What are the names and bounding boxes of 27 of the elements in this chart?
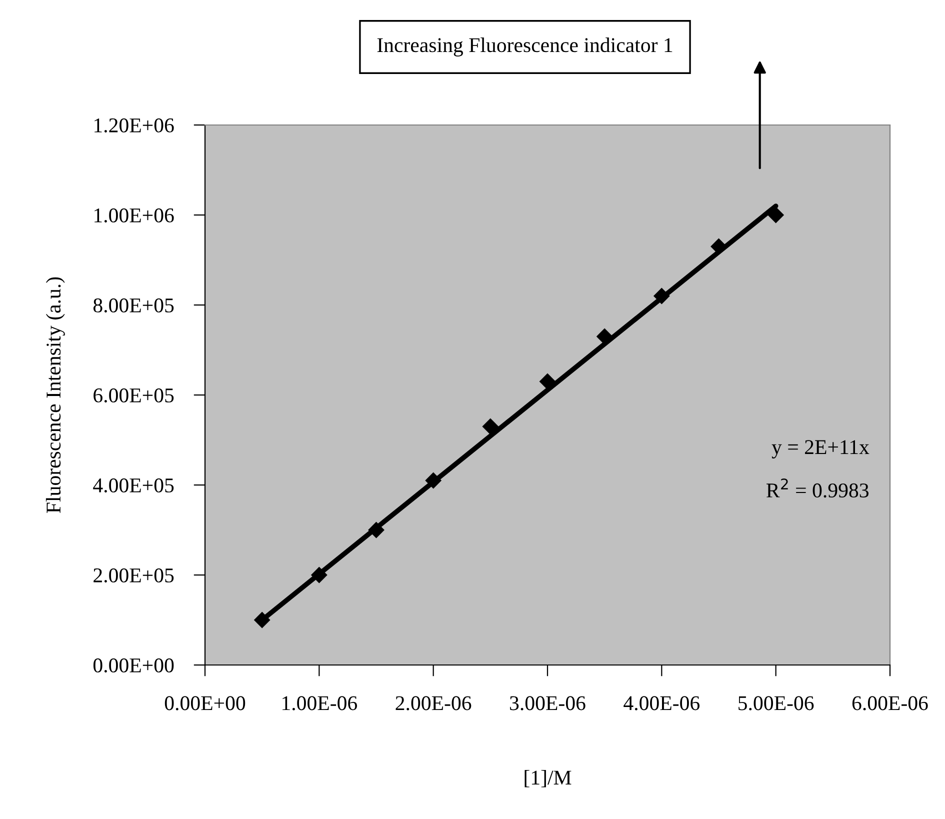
y-tick-label: 6.00E+05 (94, 388, 174, 403)
x-axis-title: [1]/M (524, 770, 572, 788)
x-tick-label: 4.00E-06 (624, 696, 700, 710)
point (254, 612, 270, 628)
x-tick-label: 5.00E-06 (738, 696, 814, 710)
x-tick-label: 3.00E-06 (510, 696, 586, 710)
text: Increasing Fluorescence indicator 1 (377, 38, 672, 56)
point (368, 522, 384, 538)
annotation: y = 2E+11x (772, 440, 870, 458)
y-tick-label: 4.00E+05 (93, 478, 174, 493)
y-tick-label: 8.00E+05 (93, 298, 174, 313)
x-tick-label: 0.00E+00 (164, 696, 246, 710)
point (539, 373, 556, 390)
x-tick-label: 6.00E-06 (852, 696, 928, 710)
point (425, 472, 442, 489)
point (768, 206, 784, 224)
y-axis-title: Fluorescence Intensity (a.u.) (46, 277, 65, 513)
annotation: R$^{2}$ = 0.9983 (766, 478, 868, 498)
y-tick-label: 2.00E+05 (94, 568, 174, 583)
y-tick-label: 1.20E+06 (94, 118, 174, 133)
x-tick-label: 2.00E-06 (396, 696, 472, 710)
point (310, 566, 328, 584)
point (482, 418, 499, 435)
y-tick-label: 0.00E+00 (93, 658, 174, 673)
y-tick-label: 1.00E+06 (94, 208, 174, 223)
x-tick-label: 1.00E-06 (282, 696, 358, 710)
point (653, 288, 670, 304)
